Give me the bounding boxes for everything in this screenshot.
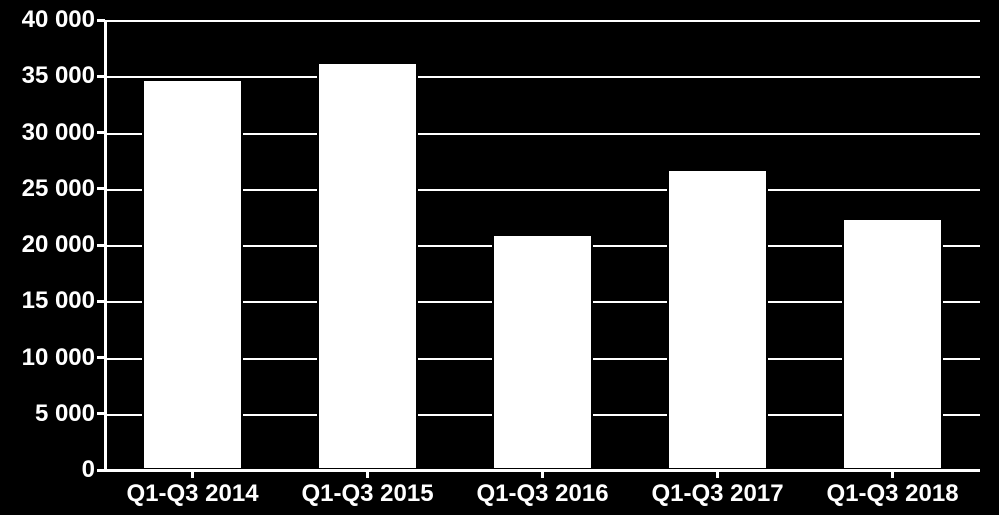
- x-tick-label: Q1-Q3 2017: [651, 480, 783, 508]
- x-tick-mark: [191, 470, 194, 478]
- bar-chart: 0 5 000 10 000 15 000 20 000 25 000 30 000 35 0…: [0, 0, 999, 515]
- y-tick-label: 15 000: [22, 287, 95, 315]
- x-tick-mark: [891, 470, 894, 478]
- y-tick-label: 0: [82, 456, 95, 484]
- x-tick-label: Q1-Q3 2016: [476, 480, 608, 508]
- x-tick-label: Q1-Q3 2015: [301, 480, 433, 508]
- bar: [842, 218, 944, 470]
- y-tick-label: 10 000: [22, 344, 95, 372]
- y-tick-label: 35 000: [22, 62, 95, 90]
- x-tick-mark: [716, 470, 719, 478]
- bar: [317, 62, 419, 470]
- x-tick-mark: [541, 470, 544, 478]
- y-tick-label: 25 000: [22, 175, 95, 203]
- bar: [142, 79, 244, 471]
- bar: [492, 234, 594, 470]
- y-tick-label: 20 000: [22, 231, 95, 259]
- y-tick-label: 5 000: [35, 400, 95, 428]
- x-tick-label: Q1-Q3 2014: [126, 480, 258, 508]
- y-tick-label: 30 000: [22, 119, 95, 147]
- x-tick-mark: [366, 470, 369, 478]
- x-tick-label: Q1-Q3 2018: [826, 480, 958, 508]
- y-axis: [104, 20, 107, 472]
- y-tick-label: 40 000: [22, 6, 95, 34]
- bar: [667, 169, 769, 471]
- plot-area: [105, 20, 980, 470]
- gridline: [105, 20, 980, 22]
